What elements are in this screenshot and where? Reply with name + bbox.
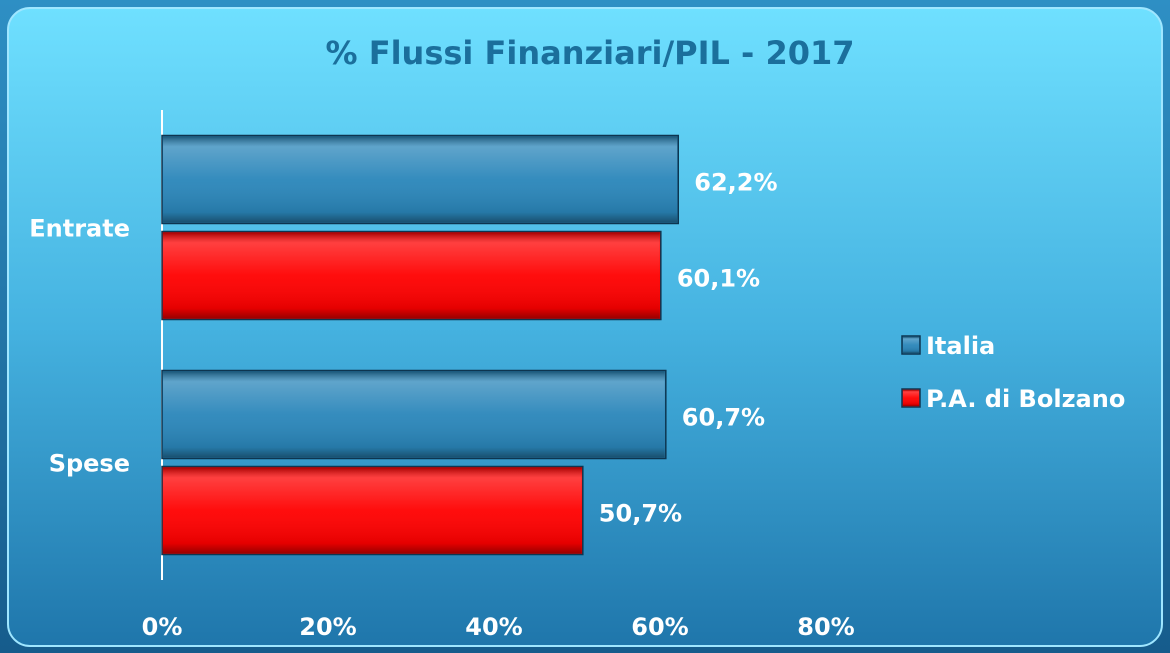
value-label: 50,7% xyxy=(599,500,682,528)
x-tick-label: 60% xyxy=(631,613,688,641)
y-tick-label: Spese xyxy=(49,450,130,478)
x-tick-label: 20% xyxy=(299,613,356,641)
legend-swatch-shine xyxy=(903,390,919,406)
legend-label: Italia xyxy=(926,332,995,360)
x-tick-label: 40% xyxy=(465,613,522,641)
bar-shine xyxy=(163,136,678,223)
value-label: 60,1% xyxy=(677,265,760,293)
chart-title: % Flussi Finanziari/PIL - 2017 xyxy=(326,34,855,72)
legend-swatch-shine xyxy=(903,337,919,353)
value-label: 62,2% xyxy=(694,169,777,197)
legend-label: P.A. di Bolzano xyxy=(926,385,1125,413)
y-tick-label: Entrate xyxy=(29,215,130,243)
x-tick-label: 80% xyxy=(797,613,854,641)
bar-shine xyxy=(163,467,582,554)
bar-shine xyxy=(163,371,665,458)
x-tick-label: 0% xyxy=(142,613,183,641)
bar-shine xyxy=(163,232,660,319)
value-label: 60,7% xyxy=(682,404,765,432)
